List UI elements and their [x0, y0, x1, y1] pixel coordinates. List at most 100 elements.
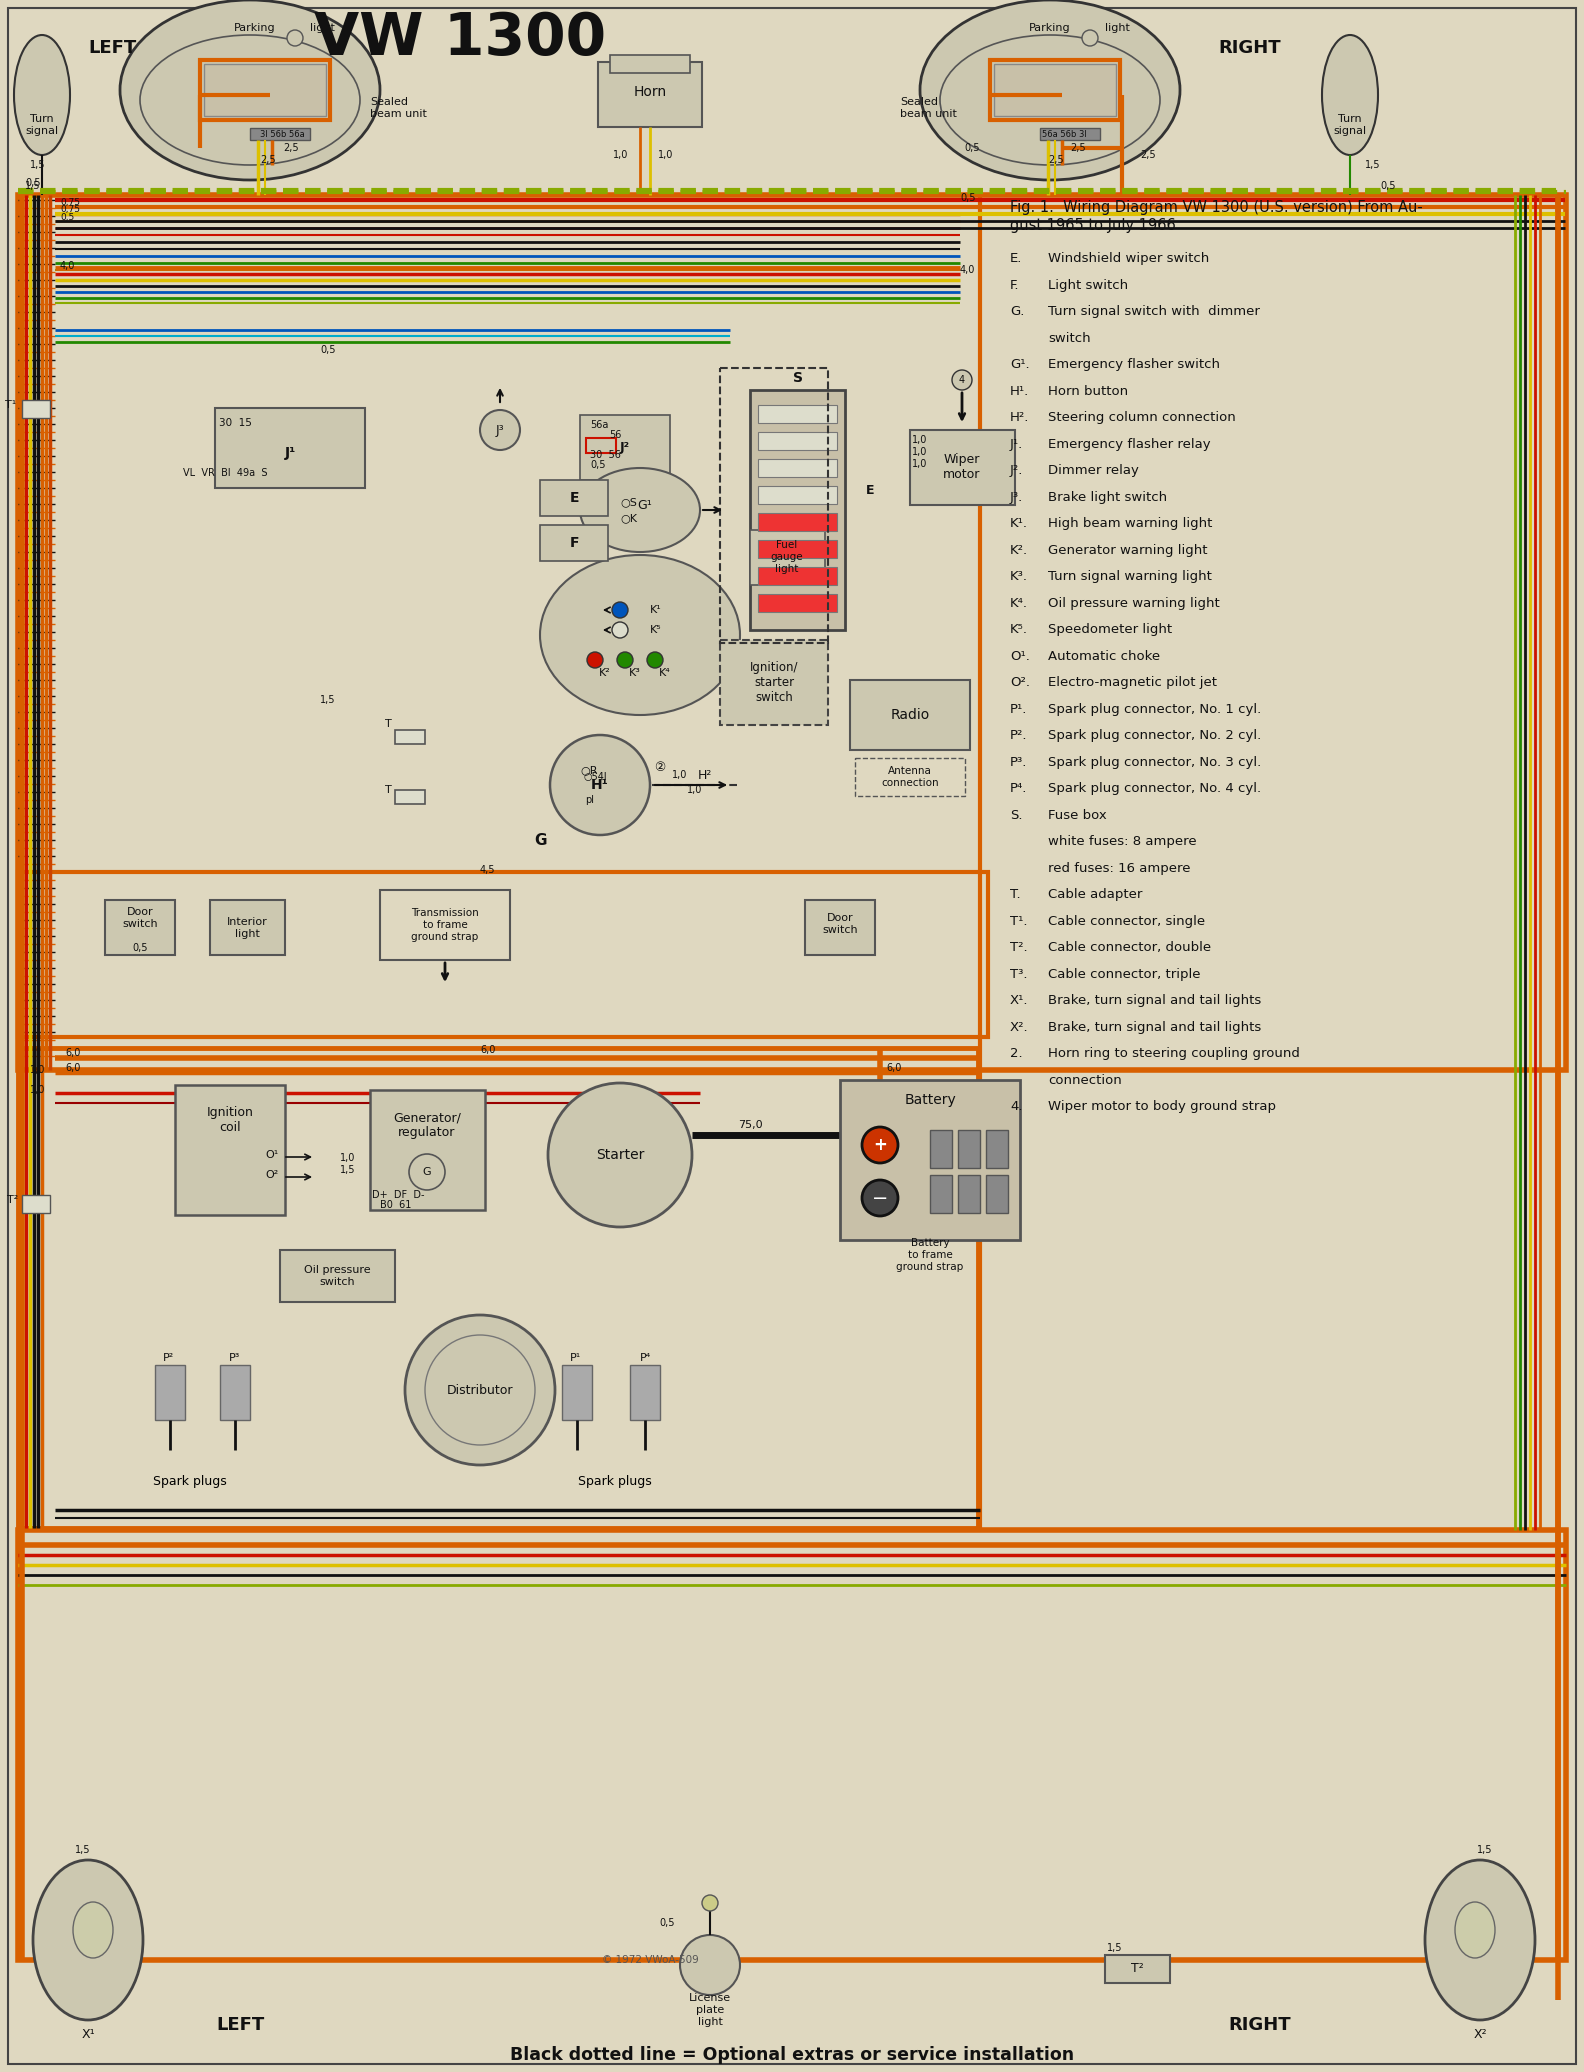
Text: T: T: [385, 785, 391, 796]
Ellipse shape: [939, 35, 1159, 166]
Text: P⁴.: P⁴.: [1011, 781, 1028, 796]
Text: 0,5: 0,5: [960, 193, 976, 203]
Text: K⁵.: K⁵.: [1011, 624, 1028, 636]
Text: T³.: T³.: [1011, 968, 1028, 980]
Text: 2,5: 2,5: [260, 155, 276, 166]
Bar: [759, 404, 836, 423]
Circle shape: [550, 736, 649, 835]
Ellipse shape: [1323, 35, 1378, 155]
Bar: [930, 1175, 952, 1212]
Bar: [958, 1175, 980, 1212]
Text: 1,0: 1,0: [912, 460, 927, 468]
Text: Cable connector, triple: Cable connector, triple: [1049, 968, 1201, 980]
Circle shape: [618, 653, 634, 667]
Text: Starter: Starter: [596, 1148, 645, 1162]
Text: Horn button: Horn button: [1049, 385, 1128, 398]
Bar: [721, 369, 828, 642]
Bar: [394, 729, 425, 744]
Circle shape: [862, 1179, 898, 1216]
Bar: [215, 408, 364, 489]
Text: connection: connection: [1049, 1073, 1121, 1086]
Text: Transmission
to frame
ground strap: Transmission to frame ground strap: [412, 908, 478, 941]
Bar: [1041, 128, 1099, 141]
Text: J³.: J³.: [1011, 491, 1023, 503]
Text: Antenna
connection: Antenna connection: [881, 767, 939, 787]
Circle shape: [588, 653, 604, 667]
Text: −: −: [871, 1189, 889, 1208]
Text: Radio: Radio: [890, 709, 930, 721]
Text: 0,5: 0,5: [1380, 180, 1396, 191]
Text: Wiper
motor: Wiper motor: [944, 454, 980, 481]
Text: LEFT: LEFT: [215, 2016, 265, 2035]
Bar: [995, 64, 1117, 116]
Text: 0,5: 0,5: [965, 143, 980, 153]
Text: O¹: O¹: [265, 1150, 279, 1160]
Text: light: light: [1106, 23, 1129, 33]
Bar: [1106, 1956, 1171, 1983]
Ellipse shape: [580, 468, 700, 551]
Text: T²: T²: [1131, 1962, 1144, 1975]
Text: H².: H².: [1011, 410, 1030, 425]
Text: +: +: [873, 1135, 887, 1154]
Text: Ignition/
starter
switch: Ignition/ starter switch: [749, 661, 798, 704]
Bar: [371, 1090, 485, 1210]
Bar: [380, 891, 510, 959]
Text: 0,5: 0,5: [320, 346, 336, 354]
Bar: [721, 640, 828, 725]
Text: 4,0: 4,0: [60, 261, 76, 271]
Circle shape: [1082, 29, 1098, 46]
Text: 6,0: 6,0: [885, 1063, 901, 1073]
Text: VL  VR  Bl  49a  S: VL VR Bl 49a S: [182, 468, 268, 479]
Ellipse shape: [14, 35, 70, 155]
Text: RIGHT: RIGHT: [1229, 2016, 1291, 2035]
Text: switch: switch: [1049, 332, 1091, 344]
Bar: [204, 64, 326, 116]
Text: 6,0: 6,0: [480, 1044, 496, 1055]
Text: 2,5: 2,5: [1049, 155, 1063, 166]
Text: Spark plug connector, No. 3 cyl.: Spark plug connector, No. 3 cyl.: [1049, 756, 1261, 769]
Text: G¹: G¹: [638, 499, 653, 512]
Text: Battery: Battery: [904, 1094, 955, 1106]
Text: Dimmer relay: Dimmer relay: [1049, 464, 1139, 477]
Ellipse shape: [33, 1861, 143, 2020]
Text: Sealed
beam unit: Sealed beam unit: [371, 97, 426, 118]
Bar: [759, 568, 836, 584]
Text: Turn
signal: Turn signal: [25, 114, 59, 137]
Text: K³.: K³.: [1011, 570, 1028, 582]
Text: 1,0: 1,0: [613, 149, 627, 160]
Bar: [155, 1365, 185, 1419]
Text: ○S: ○S: [619, 497, 637, 508]
Text: Oil pressure warning light: Oil pressure warning light: [1049, 597, 1220, 609]
Text: 2.: 2.: [1011, 1046, 1023, 1061]
Text: Spark plugs: Spark plugs: [578, 1475, 653, 1488]
Circle shape: [287, 29, 303, 46]
Text: Fuel
gauge
light: Fuel gauge light: [771, 541, 803, 574]
Text: 1,5: 1,5: [76, 1844, 90, 1854]
Text: Light switch: Light switch: [1049, 278, 1128, 292]
Text: E.: E.: [1011, 253, 1022, 265]
Text: ○R: ○R: [580, 765, 597, 775]
Text: pl: pl: [586, 796, 594, 806]
Text: LEFT: LEFT: [87, 39, 136, 58]
Text: P²: P²: [163, 1353, 174, 1363]
Text: 56a: 56a: [589, 421, 608, 431]
Bar: [985, 1175, 1007, 1212]
Bar: [22, 1196, 51, 1212]
Text: Automatic choke: Automatic choke: [1049, 649, 1159, 663]
Text: Brake, turn signal and tail lights: Brake, turn signal and tail lights: [1049, 995, 1261, 1007]
Text: O²: O²: [265, 1171, 279, 1179]
Text: X¹: X¹: [81, 2028, 95, 2041]
Text: 0,5: 0,5: [60, 213, 74, 222]
Text: Windshield wiper switch: Windshield wiper switch: [1049, 253, 1209, 265]
Text: Spark plugs: Spark plugs: [154, 1475, 227, 1488]
Bar: [174, 1086, 285, 1214]
Bar: [220, 1365, 250, 1419]
Circle shape: [702, 1896, 718, 1910]
Bar: [22, 400, 51, 419]
Text: gust 1965 to July 1966: gust 1965 to July 1966: [1011, 218, 1175, 232]
Text: 4: 4: [958, 375, 965, 385]
Text: Turn
signal: Turn signal: [1334, 114, 1367, 137]
Text: 1,5: 1,5: [1478, 1844, 1492, 1854]
Bar: [749, 390, 844, 630]
Text: X².: X².: [1011, 1021, 1028, 1034]
